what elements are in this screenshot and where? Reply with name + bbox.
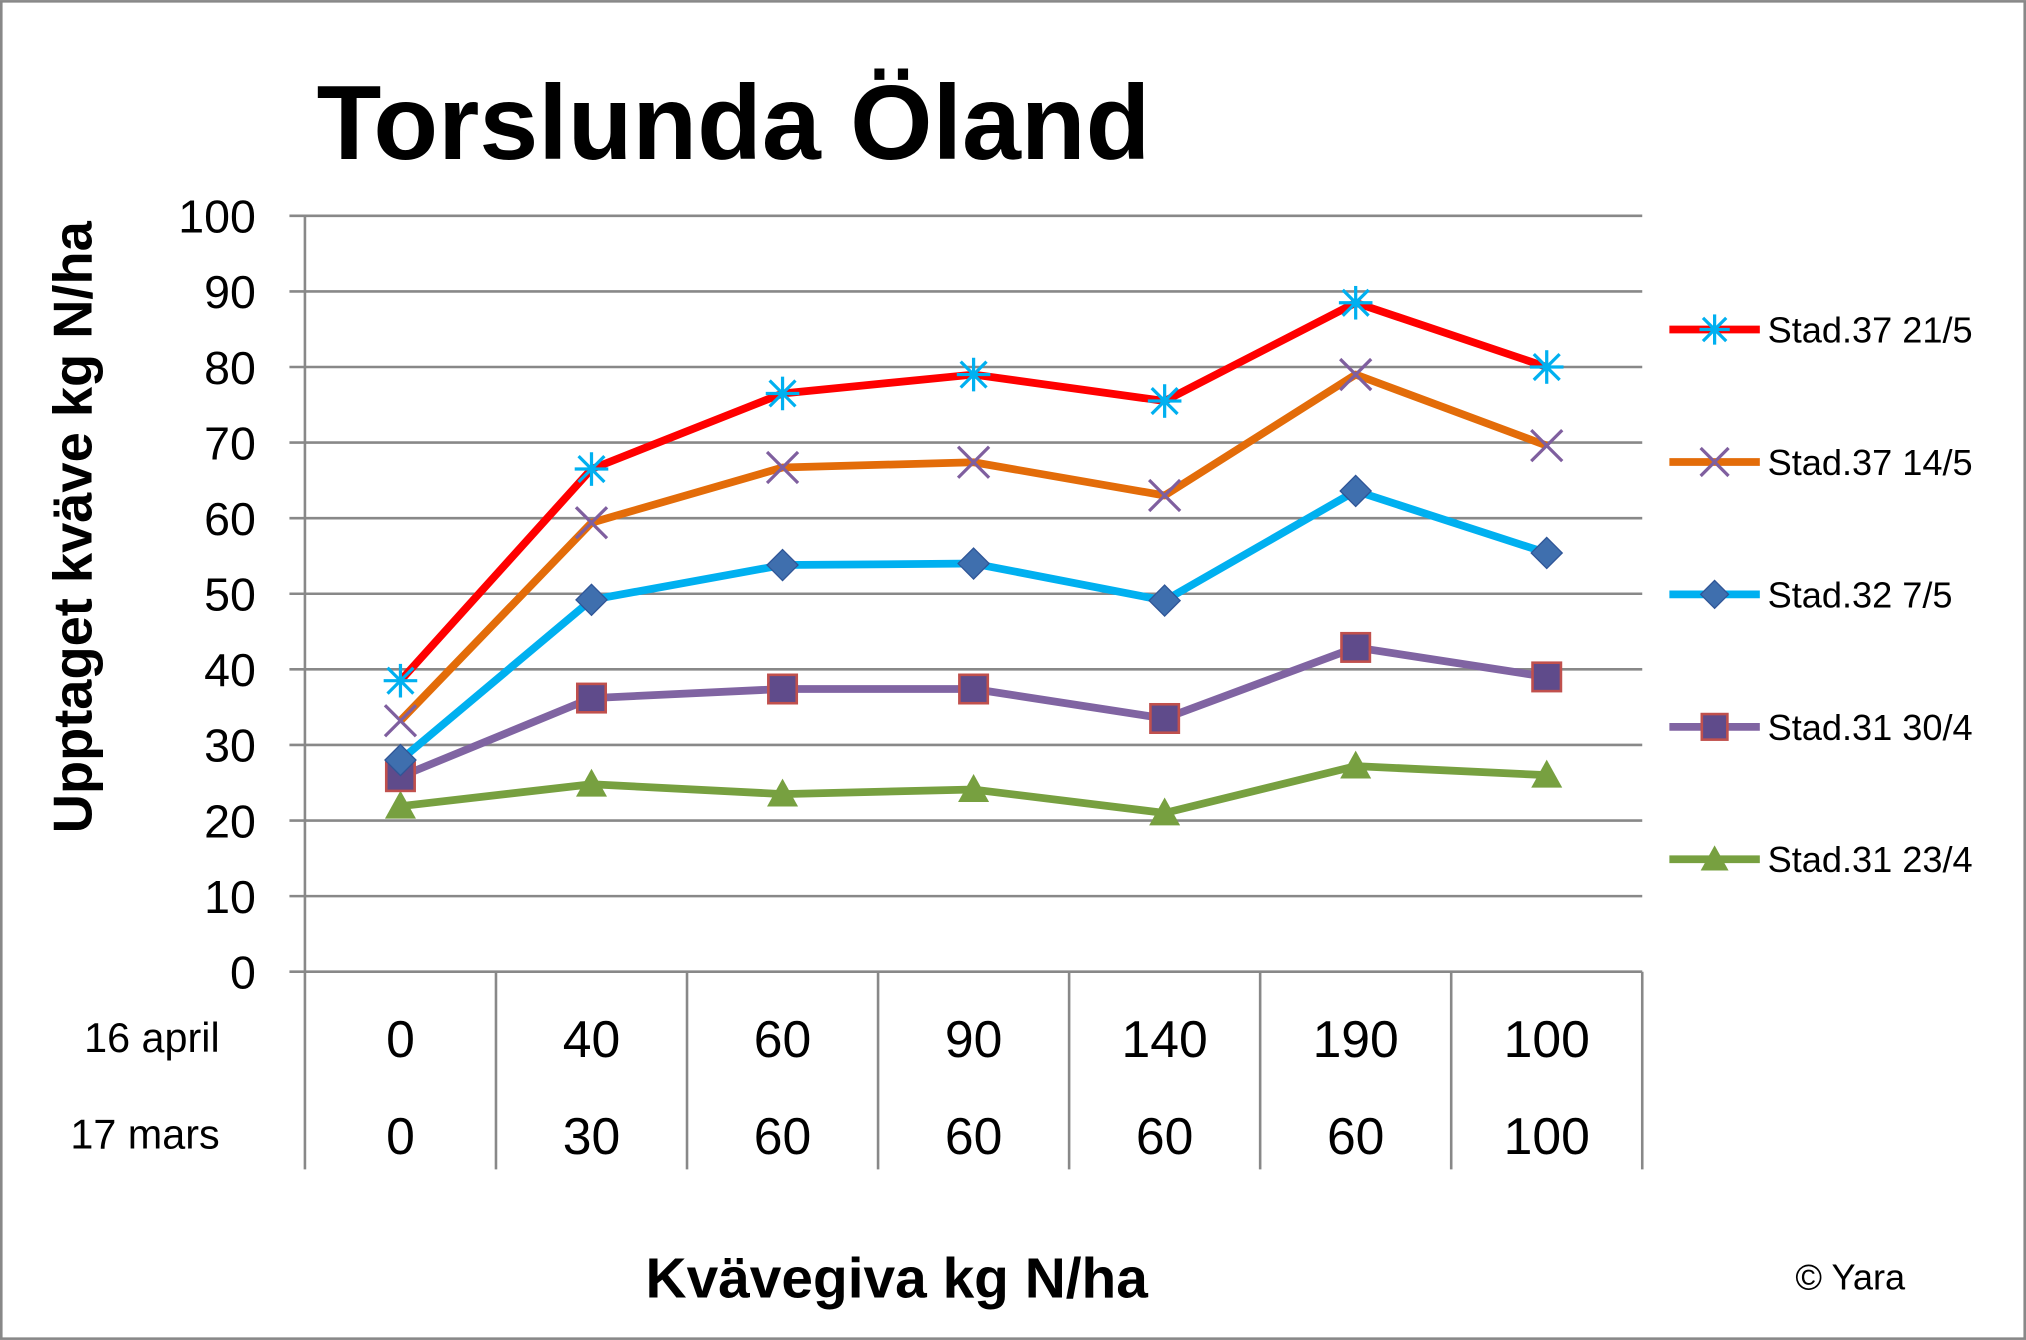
- data-point-diamond: [957, 547, 991, 580]
- x-tick-label: 100: [1504, 1107, 1590, 1165]
- series-stad-31-23-4: [384, 750, 1563, 826]
- y-tick-label: 20: [204, 795, 256, 847]
- data-point-triangle: [575, 768, 608, 797]
- y-axis-label: Upptaget kväve kg N/ha: [44, 220, 104, 833]
- y-tick-label: 40: [204, 644, 256, 696]
- category-row-label: 17 mars: [70, 1112, 219, 1158]
- data-point-asterisk: [1338, 285, 1373, 320]
- data-point-diamond: [1148, 584, 1182, 617]
- data-point-square: [1340, 631, 1372, 663]
- data-point-x: [956, 445, 991, 479]
- data-point-square: [575, 682, 608, 714]
- y-tick-label: 0: [230, 947, 256, 999]
- data-point-square: [1700, 712, 1729, 741]
- data-point-triangle: [767, 778, 799, 807]
- series-stad-31-30-4: [384, 631, 1563, 793]
- data-point-asterisk: [1529, 350, 1564, 384]
- data-point-triangle: [958, 774, 990, 802]
- data-point-square: [767, 673, 799, 705]
- data-point-diamond: [575, 583, 608, 617]
- legend-label: Stad.32 7/5: [1768, 574, 1953, 615]
- x-tick-label: 90: [945, 1010, 1002, 1068]
- category-row-label: 16 april: [84, 1015, 220, 1061]
- chart-title: Torslunda Öland: [317, 64, 1151, 182]
- legend-item: Stad.37 14/5: [1669, 442, 1973, 483]
- data-point-asterisk: [1147, 384, 1182, 418]
- data-point-x: [1699, 446, 1730, 478]
- y-tick-label: 70: [204, 417, 256, 469]
- x-tick-label: 30: [563, 1107, 620, 1165]
- series-stad-37-21-5: [383, 285, 1564, 698]
- x-tick-label: 0: [386, 1010, 415, 1068]
- data-point-triangle: [1340, 750, 1372, 779]
- data-point-triangle: [1531, 759, 1563, 788]
- data-point-x: [1339, 357, 1373, 392]
- legend-label: Stad.37 14/5: [1768, 442, 1973, 483]
- data-point-square: [958, 673, 990, 705]
- data-point-asterisk: [765, 376, 800, 411]
- x-tick-label: 190: [1313, 1010, 1399, 1068]
- y-tick-label: 90: [204, 266, 256, 318]
- data-point-x: [1147, 478, 1182, 513]
- legend-label: Stad.31 23/4: [1768, 839, 1973, 880]
- data-point-diamond: [1339, 474, 1373, 508]
- data-point-diamond: [766, 548, 799, 582]
- data-point-triangle: [1149, 797, 1181, 826]
- x-tick-label: 40: [563, 1010, 620, 1068]
- x-tick-label: 60: [945, 1107, 1002, 1165]
- data-point-asterisk: [956, 357, 991, 392]
- data-point-triangle: [384, 790, 416, 819]
- data-point-x: [765, 450, 800, 485]
- series-stad-32-7-5: [384, 474, 1564, 777]
- x-tick-label: 60: [754, 1010, 811, 1068]
- x-tick-label: 60: [1136, 1107, 1193, 1165]
- data-point-diamond: [384, 743, 417, 777]
- x-tick-label: 0: [386, 1107, 415, 1165]
- data-point-asterisk: [574, 452, 609, 486]
- data-point-asterisk: [383, 663, 418, 698]
- y-tick-label: 50: [204, 569, 256, 621]
- data-point-diamond: [1530, 536, 1564, 570]
- data-point-square: [1149, 702, 1181, 734]
- legend-label: Stad.31 30/4: [1768, 707, 1973, 748]
- y-tick-label: 30: [204, 720, 256, 772]
- y-tick-label: 100: [178, 191, 256, 243]
- y-tick-label: 60: [204, 493, 256, 545]
- copyright-text: © Yara: [1795, 1257, 1906, 1298]
- data-point-triangle: [1700, 845, 1729, 871]
- y-tick-label: 80: [204, 342, 256, 394]
- x-tick-label: 100: [1504, 1010, 1590, 1068]
- data-point-x: [574, 506, 609, 540]
- x-tick-label: 60: [754, 1107, 811, 1165]
- data-point-x: [1530, 428, 1564, 463]
- x-axis-label: Kvävegiva kg N/ha: [646, 1247, 1149, 1310]
- data-point-square: [1531, 661, 1563, 693]
- legend-item: Stad.37 21/5: [1669, 309, 1973, 350]
- x-tick-label: 140: [1122, 1010, 1208, 1068]
- y-tick-label: 10: [204, 871, 256, 923]
- legend-label: Stad.37 21/5: [1768, 309, 1973, 350]
- x-tick-label: 60: [1327, 1107, 1384, 1165]
- data-point-asterisk: [1699, 314, 1730, 345]
- legend-item: Stad.32 7/5: [1669, 574, 1953, 615]
- data-point-x: [383, 704, 418, 738]
- legend-item: Stad.31 23/4: [1669, 839, 1973, 880]
- data-point-diamond: [1699, 579, 1730, 610]
- series-stad-37-14-5: [383, 357, 1564, 738]
- legend-item: Stad.31 30/4: [1669, 707, 1973, 748]
